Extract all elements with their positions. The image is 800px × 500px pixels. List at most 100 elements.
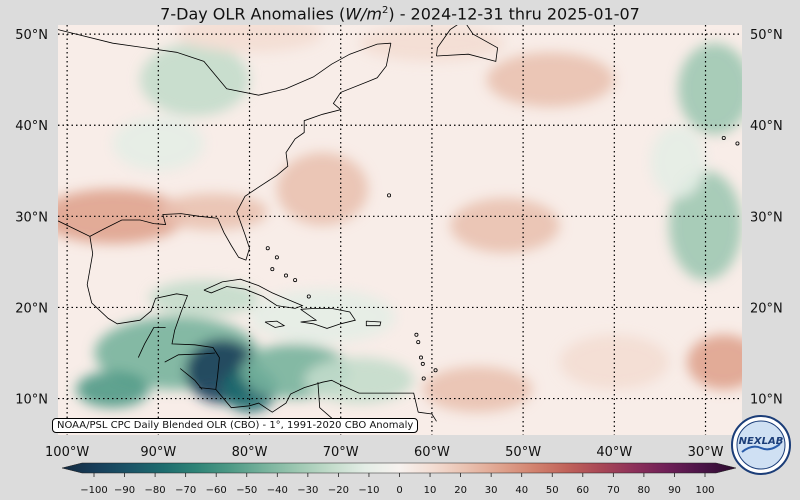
colorbar-tick-label: 50 xyxy=(546,485,559,496)
longitude-label: 100°W xyxy=(45,445,89,460)
island xyxy=(735,141,740,146)
island xyxy=(721,135,726,140)
longitude-label: 40°W xyxy=(596,445,632,460)
coastline xyxy=(418,411,437,422)
island xyxy=(421,376,426,381)
colorbar-tick-label: −100 xyxy=(80,485,107,496)
title-unit: W/m xyxy=(345,4,382,24)
colorbar-tick-label: 80 xyxy=(638,485,651,496)
longitude-label: 50°W xyxy=(505,445,541,460)
colorbar-tick-label: 60 xyxy=(576,485,589,496)
latitude-label: 40°N xyxy=(15,119,48,134)
coastline xyxy=(264,320,286,328)
colorbar-tick-label: −50 xyxy=(236,485,257,496)
coastline xyxy=(58,220,419,413)
longitude-label: 70°W xyxy=(323,445,359,460)
colorbar-tick-label: −20 xyxy=(328,485,349,496)
anomaly-blob xyxy=(149,280,259,317)
colorbar-ticks: −100 −90 −80 −70 −60 −50 −40 −30 −20 −10 0 10 20 30 40… xyxy=(80,473,715,496)
coastline xyxy=(58,29,391,96)
anomaly-blob xyxy=(486,52,615,107)
coastline xyxy=(300,308,356,329)
island xyxy=(414,332,419,337)
colorbar-tick-label: −30 xyxy=(297,485,318,496)
island xyxy=(387,193,392,198)
coastline xyxy=(179,368,203,390)
map-title: 7-Day OLR Anomalies (W/m2) - 2024-12-31 … xyxy=(0,0,800,24)
latitude-labels-left: 50°N 40°N 30°N 20°N 10°N xyxy=(15,28,48,407)
coastline xyxy=(164,352,215,363)
colorbar-tick-label: −90 xyxy=(114,485,135,496)
colorbar-tick-label: 0 xyxy=(396,485,402,496)
anomaly-blob xyxy=(650,125,706,199)
latitude-label: 10°N xyxy=(750,393,783,408)
anomaly-blob xyxy=(158,193,268,230)
colorbar-tick-label: 100 xyxy=(695,485,714,496)
title-suffix: ) - 2024-12-31 thru 2025-01-07 xyxy=(388,4,640,24)
island xyxy=(433,368,438,373)
colorbar-tick-label: 40 xyxy=(515,485,528,496)
longitude-label: 80°W xyxy=(232,445,268,460)
data-source-note: NOAA/PSL CPC Daily Blended OLR (CBO) - 1… xyxy=(52,418,419,433)
colorbar-tick-label: 90 xyxy=(668,485,681,496)
island xyxy=(420,361,425,366)
colorbar: −100 −90 −80 −70 −60 −50 −40 −30 −20 −10 0 10 20 30 40… xyxy=(61,462,737,496)
anomaly-field xyxy=(58,25,742,413)
latitude-label: 50°N xyxy=(15,28,48,43)
logo-text: NEXLAB xyxy=(739,436,784,447)
lat-lon-grid xyxy=(58,25,742,435)
latitude-label: 20°N xyxy=(15,301,48,316)
latitude-label: 30°N xyxy=(15,210,48,225)
longitude-label: 30°W xyxy=(688,445,724,460)
longitude-label: 60°W xyxy=(414,445,450,460)
anomaly-blob xyxy=(140,43,250,117)
title-prefix: 7-Day OLR Anomalies ( xyxy=(160,4,346,24)
nexlab-logo: NEXLAB xyxy=(731,415,791,475)
anomaly-blob xyxy=(422,366,533,413)
plot-area xyxy=(58,25,742,435)
island xyxy=(293,278,298,283)
colorbar-tick-label: −40 xyxy=(267,485,288,496)
anomaly-blob xyxy=(304,357,414,404)
anomaly-blob xyxy=(559,334,670,390)
latitude-label: 30°N xyxy=(750,210,783,225)
latitude-label: 10°N xyxy=(15,393,48,408)
island xyxy=(274,255,279,260)
colorbar-tick-label: 10 xyxy=(424,485,437,496)
title-unit-exponent: 2 xyxy=(381,5,389,16)
colorbar-tick-label: 70 xyxy=(607,485,620,496)
island xyxy=(416,340,421,345)
colorbar-tick-label: −80 xyxy=(145,485,166,496)
anomaly-blob xyxy=(669,170,742,281)
anomaly-blob xyxy=(450,198,560,253)
anomaly-blob xyxy=(276,152,369,226)
longitude-label: 90°W xyxy=(140,445,176,460)
colorbar-tick-label: −60 xyxy=(206,485,227,496)
coastline xyxy=(365,320,382,327)
island xyxy=(418,355,423,360)
anomaly-blob xyxy=(678,43,742,135)
anomaly-blob xyxy=(687,334,742,390)
coastline xyxy=(89,43,392,261)
island xyxy=(283,273,288,278)
coastline xyxy=(137,327,166,358)
colorbar-tick-label: 20 xyxy=(454,485,467,496)
coastline xyxy=(203,278,304,309)
island xyxy=(306,294,311,299)
island xyxy=(270,267,275,272)
colorbar-tick-label: 30 xyxy=(485,485,498,496)
latitude-label: 50°N xyxy=(750,28,783,43)
anomaly-blob xyxy=(249,289,396,344)
latitude-label: 20°N xyxy=(750,301,783,316)
coastlines xyxy=(58,25,740,427)
colorbar-tick-label: −70 xyxy=(175,485,196,496)
coastline xyxy=(199,387,216,390)
colorbar-tick-label: −10 xyxy=(358,485,379,496)
island xyxy=(265,246,270,251)
latitude-label: 40°N xyxy=(750,119,783,134)
latitude-labels-right: 50°N 40°N 30°N 20°N 10°N xyxy=(750,28,783,407)
anomaly-blob xyxy=(76,371,150,408)
colorbar-bar xyxy=(61,462,737,474)
longitude-labels: 100°W 90°W 80°W 70°W 60°W 50°W 40°W 30°W xyxy=(45,445,724,460)
